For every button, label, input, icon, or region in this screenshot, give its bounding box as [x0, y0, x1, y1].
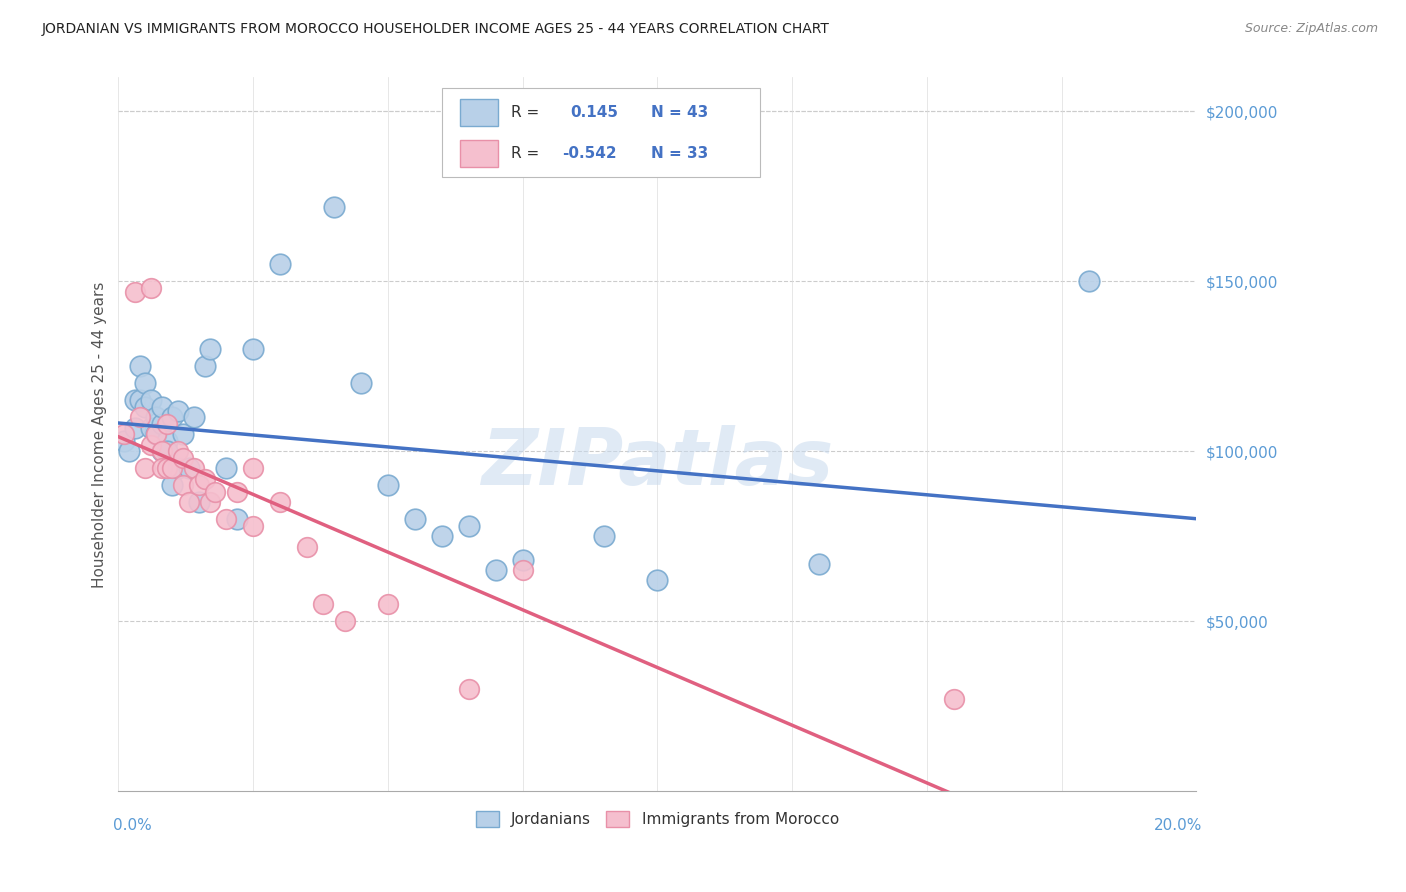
FancyBboxPatch shape: [441, 88, 759, 178]
FancyBboxPatch shape: [460, 99, 498, 126]
Point: [188, 478, 211, 492]
Text: R =: R =: [510, 145, 544, 161]
Point: [377, 597, 399, 611]
Point: [172, 451, 194, 466]
Point: [226, 485, 249, 500]
Point: [242, 343, 264, 357]
Point: [457, 682, 479, 697]
Point: [134, 461, 156, 475]
Point: [1077, 274, 1099, 288]
Point: [242, 519, 264, 533]
Point: [377, 478, 399, 492]
Point: [150, 444, 173, 458]
Point: [156, 417, 179, 431]
Point: [188, 495, 211, 509]
Point: [269, 495, 291, 509]
Text: Source: ZipAtlas.com: Source: ZipAtlas.com: [1244, 22, 1378, 36]
Point: [166, 444, 188, 458]
Point: [172, 427, 194, 442]
Point: [183, 461, 205, 475]
Point: [166, 403, 188, 417]
Point: [194, 471, 217, 485]
Point: [145, 427, 167, 442]
Point: [194, 359, 217, 374]
Point: [647, 574, 669, 588]
Point: [242, 461, 264, 475]
Point: [183, 410, 205, 425]
Point: [226, 512, 249, 526]
Text: N = 43: N = 43: [651, 104, 709, 120]
Point: [485, 563, 508, 577]
Text: JORDANIAN VS IMMIGRANTS FROM MOROCCO HOUSEHOLDER INCOME AGES 25 - 44 YEARS CORRE: JORDANIAN VS IMMIGRANTS FROM MOROCCO HOU…: [42, 22, 830, 37]
Point: [177, 461, 200, 475]
Text: ZIPatlas: ZIPatlas: [481, 425, 834, 501]
Point: [118, 444, 141, 458]
Point: [350, 376, 373, 391]
Text: 20.0%: 20.0%: [1153, 819, 1202, 833]
Point: [323, 200, 346, 214]
Point: [204, 485, 226, 500]
Point: [198, 495, 221, 509]
Text: N = 33: N = 33: [651, 145, 709, 161]
Point: [808, 557, 831, 571]
Point: [129, 410, 152, 425]
Point: [156, 434, 179, 449]
Point: [156, 444, 179, 458]
Point: [124, 285, 146, 299]
Point: [404, 512, 426, 526]
Point: [162, 461, 184, 475]
Point: [145, 427, 167, 442]
Point: [150, 400, 173, 414]
Point: [112, 427, 135, 442]
Point: [134, 376, 156, 391]
Legend: Jordanians, Immigrants from Morocco: Jordanians, Immigrants from Morocco: [470, 805, 845, 833]
Point: [162, 478, 184, 492]
Point: [124, 420, 146, 434]
Point: [129, 359, 152, 374]
Point: [139, 420, 162, 434]
Point: [134, 400, 156, 414]
Point: [592, 529, 614, 543]
Y-axis label: Householder Income Ages 25 - 44 years: Householder Income Ages 25 - 44 years: [93, 281, 107, 588]
Point: [177, 495, 200, 509]
Point: [139, 437, 162, 451]
Point: [145, 410, 167, 425]
Point: [150, 444, 173, 458]
Point: [150, 417, 173, 431]
Point: [269, 257, 291, 271]
Point: [512, 563, 534, 577]
Point: [150, 461, 173, 475]
Text: 0.145: 0.145: [569, 104, 619, 120]
Point: [215, 461, 238, 475]
Point: [430, 529, 453, 543]
Point: [333, 615, 356, 629]
Text: 0.0%: 0.0%: [112, 819, 152, 833]
Point: [198, 343, 221, 357]
Point: [457, 519, 479, 533]
Point: [512, 553, 534, 567]
Point: [312, 597, 335, 611]
Point: [139, 281, 162, 295]
Point: [295, 540, 318, 554]
Point: [124, 393, 146, 408]
Text: -0.542: -0.542: [562, 145, 617, 161]
Point: [139, 393, 162, 408]
FancyBboxPatch shape: [460, 140, 498, 167]
Point: [156, 461, 179, 475]
Point: [162, 410, 184, 425]
Point: [215, 512, 238, 526]
Point: [166, 461, 188, 475]
Point: [112, 434, 135, 449]
Text: R =: R =: [510, 104, 544, 120]
Point: [942, 692, 965, 706]
Point: [129, 393, 152, 408]
Point: [172, 478, 194, 492]
